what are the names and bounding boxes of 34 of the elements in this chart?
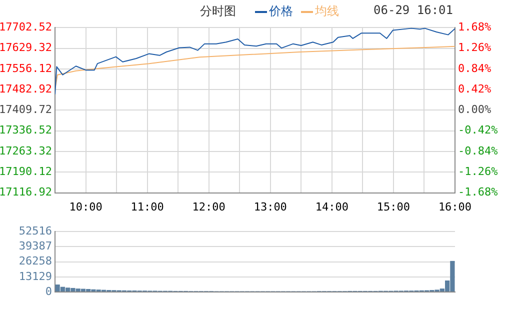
y-tick-label: 0 [45, 284, 52, 298]
x-tick-label: 15:00 [376, 200, 410, 214]
x-tick-label: 13:00 [254, 200, 287, 214]
x-tick-label: 16:00 [438, 200, 472, 214]
y-tick-label: 17336.52 [0, 124, 52, 137]
y-tick-label: 17409.72 [0, 103, 52, 116]
y2-tick-label: 1.26% [458, 41, 492, 54]
x-tick-label: 12:00 [192, 200, 226, 214]
legend-label: 均线 [315, 3, 339, 20]
y2-tick-label: 1.68% [458, 20, 492, 34]
chart-subtitle: 06-29 16:01 [374, 3, 453, 17]
y-tick-label: 17263.32 [0, 144, 52, 158]
legend-label: 价格 [269, 3, 293, 20]
y-tick-label: 52516 [18, 224, 52, 238]
y-tick-label: 17116.92 [0, 186, 52, 199]
y2-tick-label: 0.42% [458, 82, 492, 96]
x-tick-label: 11:00 [130, 200, 164, 214]
x-tick-label: 10:00 [69, 200, 102, 214]
y2-tick-label: -0.42% [458, 124, 498, 137]
y2-tick-label: 0.00% [458, 103, 492, 116]
x-tick-label: 14:00 [315, 200, 348, 214]
y-tick-label: 17482.92 [0, 82, 52, 96]
y2-tick-label: -1.68% [458, 186, 498, 199]
y-tick-label: 17190.12 [0, 165, 52, 178]
y-tick-label: 17629.32 [0, 41, 52, 54]
y-tick-label: 13129 [18, 270, 52, 283]
chart-title: 分时图 [200, 3, 236, 20]
y2-tick-label: -1.26% [458, 165, 498, 178]
y-tick-label: 17556.12 [0, 62, 52, 75]
y-tick-label: 17702.52 [0, 20, 52, 34]
y2-tick-label: 0.84% [458, 62, 492, 75]
y-tick-label: 39387 [18, 240, 52, 253]
y-tick-label: 26258 [18, 254, 52, 268]
y2-tick-label: -0.84% [458, 144, 498, 158]
